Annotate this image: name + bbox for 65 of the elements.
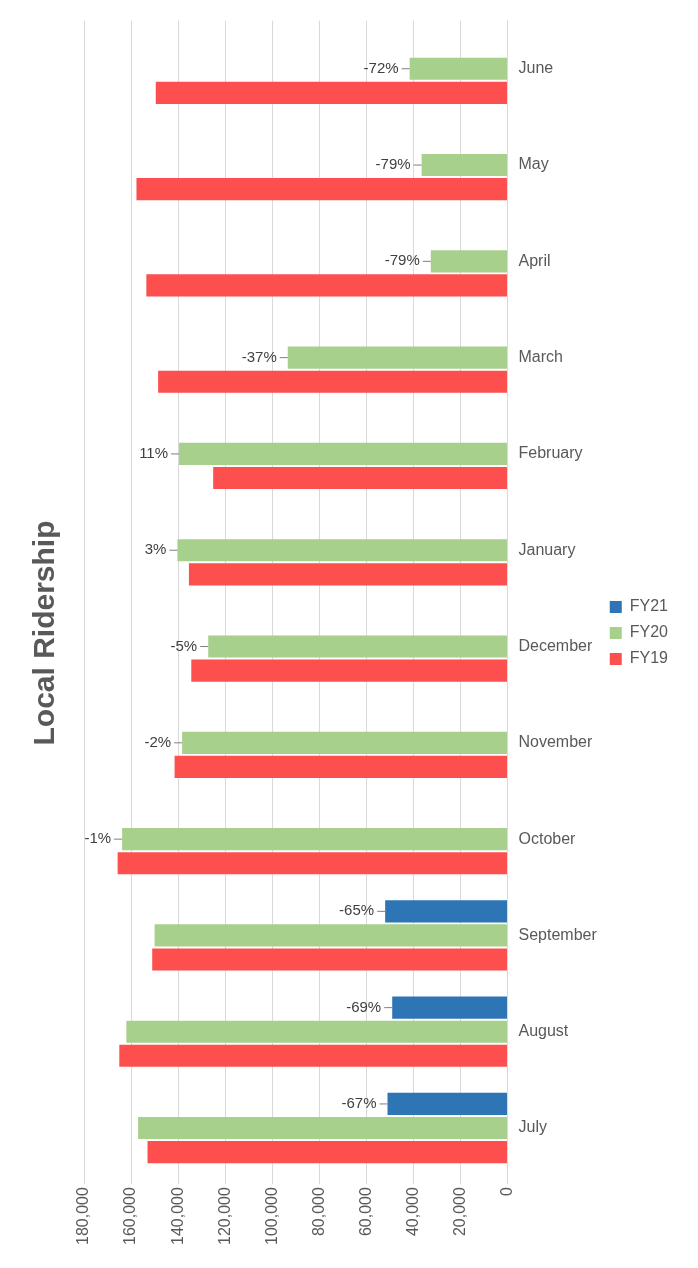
bar xyxy=(147,1141,507,1164)
bar xyxy=(430,250,507,273)
y-tick-label: December xyxy=(518,636,593,654)
bar xyxy=(191,659,507,682)
x-tick-label: 100,000 xyxy=(262,1187,280,1246)
annotation: -69% xyxy=(346,997,382,1015)
bar xyxy=(122,828,507,851)
bar xyxy=(126,1020,507,1043)
bar xyxy=(117,852,507,875)
y-tick-label: November xyxy=(518,733,593,751)
annotation: -5% xyxy=(170,636,198,654)
y-tick-label: March xyxy=(518,348,563,366)
y-tick-label: October xyxy=(518,829,577,847)
bar xyxy=(208,635,507,658)
bar xyxy=(146,274,507,297)
bar xyxy=(138,1116,507,1140)
y-tick-label: September xyxy=(518,925,598,943)
x-tick-label: 140,000 xyxy=(168,1187,186,1246)
annotation: -65% xyxy=(339,901,375,919)
x-tick-label: 160,000 xyxy=(121,1187,139,1246)
x-tick-label: 180,000 xyxy=(74,1187,92,1246)
y-tick-label: January xyxy=(518,540,576,558)
bar xyxy=(158,370,507,393)
bar xyxy=(136,178,507,201)
annotation: -79% xyxy=(375,155,411,173)
legend-label: FY21 xyxy=(629,597,669,615)
bar xyxy=(213,466,507,490)
bar xyxy=(392,996,507,1019)
x-tick-label: 20,000 xyxy=(450,1187,468,1237)
bar xyxy=(409,57,507,80)
y-tick-label: June xyxy=(518,59,554,77)
x-tick-label: 80,000 xyxy=(309,1187,327,1237)
y-tick-label: April xyxy=(518,251,551,269)
bar xyxy=(177,539,507,562)
x-tick-label: 60,000 xyxy=(356,1187,374,1237)
bar xyxy=(154,924,507,947)
y-tick-label: May xyxy=(518,155,549,173)
annotation: -2% xyxy=(144,732,172,750)
bar xyxy=(174,755,507,778)
bar xyxy=(387,1092,507,1116)
annotation: -79% xyxy=(384,251,420,269)
bar xyxy=(182,731,507,754)
text: Local Ridership xyxy=(27,520,61,746)
annotation: -67% xyxy=(341,1094,377,1112)
y-tick-label: August xyxy=(518,1022,569,1040)
annotation: 11% xyxy=(139,444,169,462)
annotation: -1% xyxy=(84,829,112,847)
bar xyxy=(152,948,507,971)
bar xyxy=(188,563,507,586)
bar xyxy=(287,346,507,369)
x-tick-label: 0 xyxy=(497,1187,515,1197)
annotation: 3% xyxy=(144,540,167,558)
x-tick-label: 120,000 xyxy=(215,1187,233,1246)
annotation: -37% xyxy=(241,347,277,365)
annotation: -72% xyxy=(363,58,399,76)
bar xyxy=(421,153,507,177)
x-tick-label: 40,000 xyxy=(403,1187,421,1237)
legend-label: FY20 xyxy=(629,623,669,641)
bar xyxy=(155,81,507,104)
y-tick-label: February xyxy=(518,444,583,462)
bar xyxy=(119,1044,507,1067)
y-tick-label: July xyxy=(518,1118,547,1136)
bar xyxy=(179,442,507,466)
legend-label: FY19 xyxy=(629,649,669,667)
bar xyxy=(385,900,507,923)
